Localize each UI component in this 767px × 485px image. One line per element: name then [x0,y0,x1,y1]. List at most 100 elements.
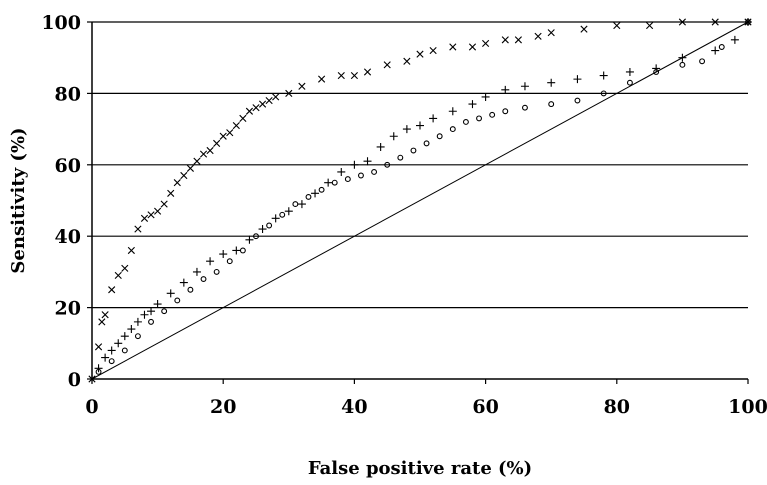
x-tick-label-40: 40 [341,396,367,418]
axes [87,21,749,384]
point-x-35 [363,68,372,76]
point-plus-30 [416,121,424,130]
point-x-28 [265,96,273,105]
point-circle-6 [174,297,181,304]
point-plus-4 [114,339,123,348]
point-x-39 [429,46,437,55]
point-x-24 [239,114,247,122]
diagonal-reference-line [91,21,749,380]
point-x-43 [501,36,509,44]
point-x-45 [534,32,542,40]
point-circle-19 [344,176,351,183]
point-plus-44 [730,35,739,44]
point-circle-41 [745,19,751,25]
point-circle-37 [653,69,660,75]
point-x-5 [114,271,122,280]
point-x-7 [127,246,135,255]
x-tick-label-80: 80 [604,396,630,418]
point-circle-4 [148,318,154,325]
point-circle-33 [548,101,555,108]
point-plus-43 [711,46,720,55]
point-circle-36 [626,79,633,86]
point-plus-36 [520,82,529,91]
point-plus-24 [337,167,346,176]
point-plus-6 [127,325,136,334]
y-tick-label-100: 100 [41,12,81,34]
point-plus-35 [501,85,510,94]
point-x-42 [482,39,490,48]
point-circle-14 [279,211,286,218]
point-plus-11 [166,289,175,298]
point-plus-19 [271,214,280,223]
point-x-48 [613,21,621,30]
point-x-12 [160,200,168,208]
point-plus-15 [219,250,228,259]
point-x-31 [298,82,306,90]
point-circle-35 [600,90,607,97]
point-plus-37 [547,78,556,87]
point-circle-30 [489,111,496,118]
point-circle-39 [699,58,706,65]
point-plus-26 [363,157,372,166]
x-tick-label-60: 60 [472,396,498,418]
point-circle-22 [384,161,391,168]
point-plus-1 [94,364,103,373]
point-plus-39 [599,71,608,80]
point-plus-14 [206,257,215,266]
point-circle-24 [410,147,417,154]
point-x-41 [468,43,477,51]
point-x-17 [193,157,201,165]
point-circle-16 [305,193,312,200]
point-x-23 [232,121,240,130]
x-axis-title: False positive rate (%) [308,458,532,479]
point-plus-32 [448,107,457,116]
point-plus-2 [101,353,110,362]
point-x-15 [180,171,188,180]
point-circle-26 [436,133,443,140]
point-x-9 [140,214,149,222]
horizontal-gridlines [92,21,748,309]
point-circle-5 [161,308,168,315]
point-circle-18 [331,179,338,186]
point-circle-11 [239,247,246,254]
point-plus-38 [573,75,582,84]
point-x-29 [272,93,280,101]
point-x-13 [167,189,175,197]
x-tick-labels: 0 20 40 60 80 100 [85,396,767,418]
y-tick-label-40: 40 [55,226,81,248]
point-x-26 [252,104,260,112]
reference-diagonal [91,21,749,380]
point-circle-32 [522,104,528,111]
point-x-10 [147,211,155,219]
y-tick-label-80: 80 [55,83,81,105]
point-x-37 [403,57,411,65]
point-plus-17 [245,235,254,244]
point-plus-16 [232,246,241,255]
point-plus-29 [402,125,411,134]
point-plus-34 [481,92,490,101]
point-plus-8 [140,310,149,319]
y-tick-label-20: 20 [55,298,81,320]
point-x-46 [547,29,555,37]
point-plus-33 [468,100,477,109]
point-plus-21 [297,200,306,209]
point-x-3 [101,311,109,319]
data-series [88,18,752,383]
point-circle-40 [718,44,725,50]
point-plus-3 [107,346,116,355]
point-plus-12 [179,278,188,287]
point-x-36 [383,61,391,69]
point-plus-28 [389,132,398,141]
point-plus-41 [652,64,661,73]
point-x-18 [199,150,208,158]
point-plus-20 [284,207,293,216]
point-circle-12 [253,233,259,240]
series-x [88,18,752,383]
point-x-1 [94,343,103,351]
point-x-16 [186,164,194,172]
point-x-25 [245,107,254,115]
x-tick-label-100: 100 [728,396,767,418]
x-tick-label-20: 20 [210,396,236,418]
point-x-22 [226,129,234,137]
point-circle-34 [574,97,581,104]
